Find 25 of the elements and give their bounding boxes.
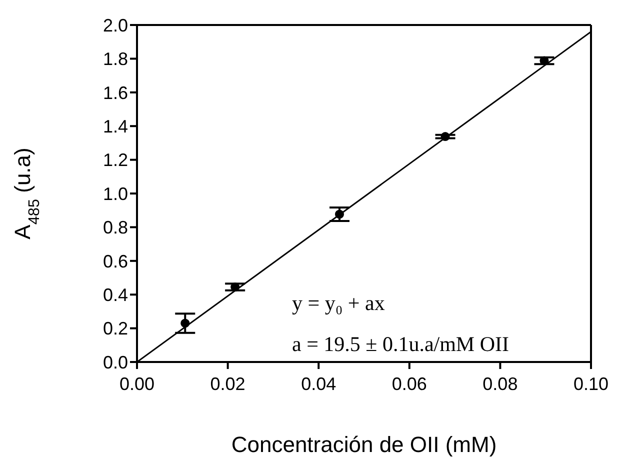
x-tick-label: 0.10 <box>573 374 609 394</box>
x-tick-label: 0.04 <box>301 374 336 394</box>
point <box>230 282 240 292</box>
y-tick-label: 1.4 <box>102 116 128 136</box>
annotation: y = y₀ + ax <box>292 290 386 317</box>
y-tick-label: 1.6 <box>102 82 128 103</box>
y-tick-label: 0.8 <box>102 218 128 238</box>
point <box>540 56 549 66</box>
y-tick-label: 1.0 <box>102 184 128 204</box>
y-tick-label: 0.2 <box>102 318 128 339</box>
y-tick-label: 1.8 <box>102 49 128 70</box>
y-tick-label: 1.2 <box>102 150 128 170</box>
x-tick-label: 0.08 <box>482 374 518 394</box>
x-tick-label: 0.02 <box>210 374 246 394</box>
annotation: a = 19.5 ± 0.1u.a/mM OII <box>292 331 510 358</box>
point <box>440 132 450 142</box>
x-axis-title: Concentración de OII (mM) <box>231 432 497 457</box>
x-tick-label: 0.00 <box>119 374 155 394</box>
x-tick-label: 0.06 <box>392 374 427 394</box>
point <box>180 318 190 328</box>
y-tick-label: 0.6 <box>102 251 128 272</box>
y-tick-label: 0.0 <box>102 352 128 372</box>
point <box>334 210 344 219</box>
y-tick-label: 2.0 <box>102 15 128 36</box>
y-tick-label: 0.4 <box>102 284 128 305</box>
